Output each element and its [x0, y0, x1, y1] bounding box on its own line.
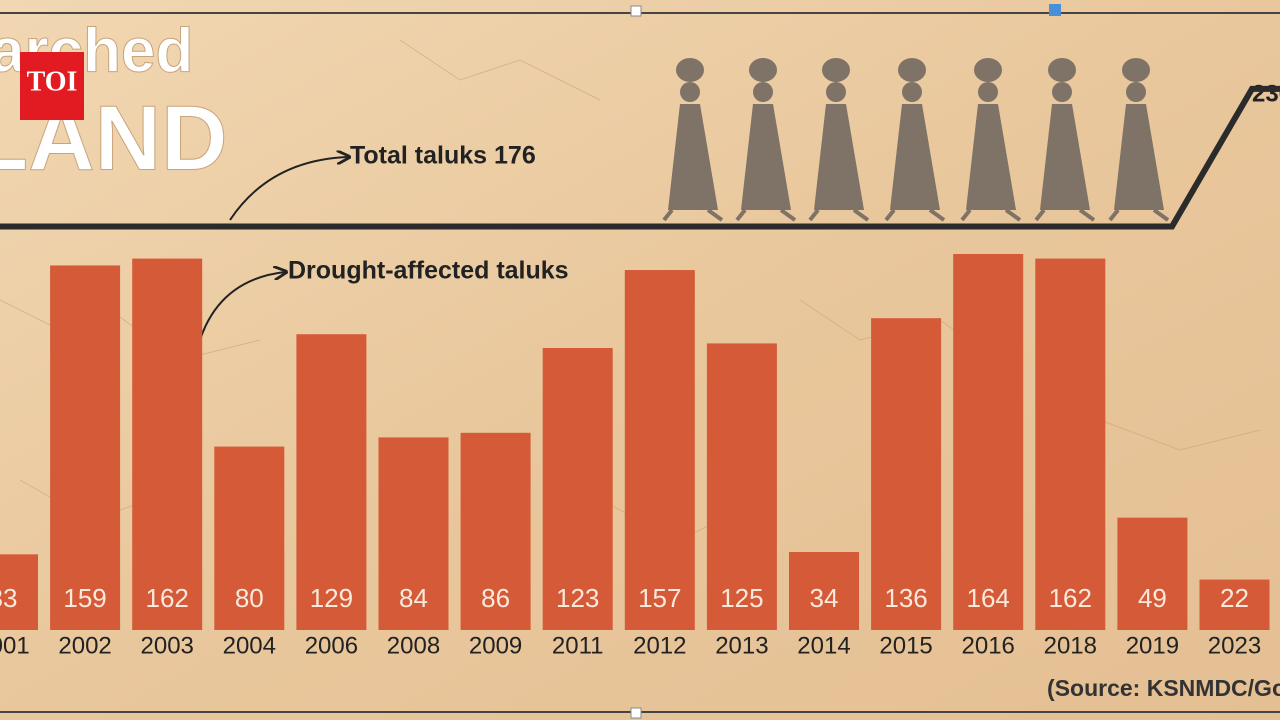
arrow [229, 157, 348, 221]
value-label: 129 [310, 583, 353, 613]
x-tick-label: 2016 [962, 632, 1015, 659]
women-silhouettes [662, 56, 1170, 222]
x-tick-label: 2011 [552, 632, 604, 659]
value-label: 123 [556, 583, 599, 613]
x-tick-label: 2013 [715, 632, 768, 659]
bar [0, 554, 38, 630]
value-label: 86 [481, 583, 510, 613]
title: arched [0, 16, 193, 85]
bar [132, 258, 203, 630]
x-tick-label: 2009 [469, 632, 522, 659]
bar [378, 437, 449, 630]
logo: TOI [27, 66, 78, 97]
value-label: 33 [0, 583, 17, 613]
total-line [0, 85, 1280, 230]
bar [1035, 258, 1106, 630]
bar [214, 446, 285, 630]
value-label: 84 [399, 583, 428, 613]
logo-box [20, 52, 84, 120]
x-tick-label: 2012 [633, 632, 686, 659]
source: (Source: KSNMDC/Go [1047, 675, 1280, 701]
x-tick-label: 2019 [1126, 632, 1179, 659]
x-tick-label: 2004 [223, 632, 276, 659]
value-label: 125 [720, 583, 763, 613]
value-label: 157 [638, 583, 681, 613]
bar [1199, 579, 1270, 630]
bar [460, 432, 531, 630]
bar [296, 334, 367, 630]
x-tick-label: 2018 [1044, 632, 1097, 659]
handle [630, 5, 642, 17]
total-now-label: 236 [1252, 80, 1280, 107]
annotation: Drought-affected taluks [288, 257, 569, 285]
value-label: 22 [1220, 583, 1249, 613]
value-label: 162 [1049, 583, 1092, 613]
value-label: 136 [884, 583, 927, 613]
bar [50, 265, 121, 630]
value-label: 162 [146, 583, 189, 613]
bar [871, 318, 942, 630]
bar [789, 552, 859, 630]
x-tick-label: 2006 [305, 632, 358, 659]
bar [706, 343, 777, 630]
x-tick-label: 2003 [141, 632, 194, 659]
value-label: 159 [63, 583, 106, 613]
bar [542, 347, 613, 630]
handle [1049, 4, 1061, 16]
x-tick-label: 2023 [1208, 632, 1261, 659]
x-tick-label: 2002 [58, 632, 111, 659]
value-label: 34 [810, 583, 839, 613]
x-tick-label: 2015 [879, 632, 932, 659]
value-label: 164 [967, 583, 1010, 613]
x-tick-label: 2014 [797, 632, 850, 659]
x-tick-label: 2008 [387, 632, 440, 659]
value-label: 49 [1138, 583, 1167, 613]
bar [624, 270, 695, 630]
bar [953, 253, 1024, 631]
handle [630, 707, 642, 719]
x-tick-label: 2001 [0, 632, 30, 659]
bar [1117, 517, 1188, 630]
value-label: 80 [235, 583, 264, 613]
annotation: Total taluks 176 [350, 142, 536, 170]
